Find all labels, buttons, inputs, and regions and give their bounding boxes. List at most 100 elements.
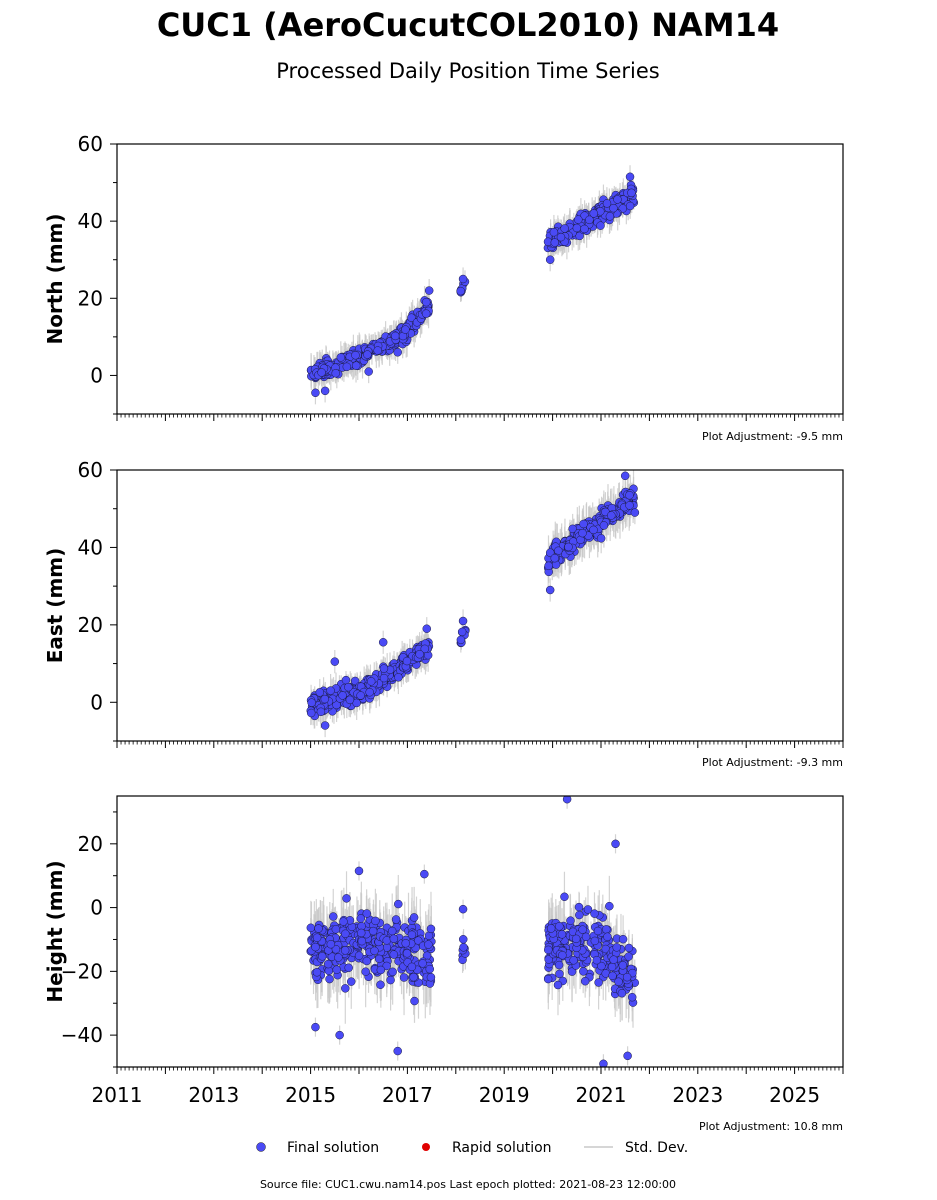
data-point	[589, 525, 598, 535]
data-point	[391, 331, 400, 341]
figure-subtitle: Processed Daily Position Time Series	[276, 59, 660, 83]
data-point	[543, 974, 553, 984]
data-point	[426, 924, 436, 934]
north-ytick-label: 0	[90, 363, 103, 387]
data-point	[571, 934, 581, 944]
data-point	[608, 971, 617, 981]
data-point	[550, 238, 560, 247]
data-point	[583, 905, 593, 914]
legend-rapid-marker	[422, 1143, 430, 1151]
data-point	[312, 933, 322, 942]
x-tick-label: 2019	[479, 1083, 530, 1107]
data-point	[320, 386, 330, 396]
data-point	[389, 950, 399, 959]
north-data	[306, 165, 639, 405]
data-point	[320, 694, 330, 704]
data-point	[315, 688, 325, 697]
data-point	[344, 682, 353, 692]
data-point	[578, 528, 587, 538]
data-point	[550, 553, 560, 563]
data-point	[590, 909, 599, 918]
data-point	[362, 956, 372, 966]
data-point	[354, 866, 364, 876]
data-point	[599, 521, 609, 530]
east-data	[306, 470, 640, 738]
data-point	[544, 561, 553, 571]
data-point	[330, 657, 340, 666]
data-point	[613, 195, 622, 204]
data-point	[314, 924, 323, 933]
data-point	[311, 942, 320, 952]
data-point	[596, 221, 605, 230]
data-point	[345, 695, 355, 705]
data-point	[407, 313, 416, 322]
data-point	[545, 548, 555, 557]
data-point	[422, 624, 432, 633]
data-point	[407, 930, 417, 940]
north-ytick-label: 40	[78, 209, 103, 233]
data-point	[605, 212, 615, 221]
data-point	[612, 943, 621, 952]
data-point	[351, 361, 361, 370]
data-point	[625, 490, 634, 500]
north-points	[306, 172, 639, 398]
data-point	[338, 691, 347, 700]
data-point	[602, 925, 611, 934]
data-point	[307, 698, 316, 707]
data-point	[312, 968, 322, 977]
legend-rapid-label: Rapid solution	[452, 1140, 552, 1156]
data-point	[426, 972, 436, 982]
data-point	[553, 980, 563, 990]
data-point	[373, 346, 382, 355]
data-point	[361, 967, 370, 976]
data-point	[409, 972, 418, 982]
data-point	[341, 675, 351, 685]
data-point	[391, 915, 401, 924]
data-point	[382, 961, 391, 971]
north-ytick-label: 60	[78, 132, 103, 156]
data-point	[356, 928, 366, 938]
data-point	[344, 963, 353, 973]
data-point	[402, 949, 412, 958]
legend-final-label: Final solution	[287, 1140, 379, 1156]
height-ytick-label: −20	[61, 959, 103, 983]
data-point	[407, 962, 417, 972]
data-point	[579, 967, 588, 976]
data-point	[325, 974, 334, 984]
data-point	[457, 627, 467, 637]
data-point	[374, 954, 384, 964]
data-point	[336, 353, 346, 362]
east-ytick-label: 0	[90, 690, 103, 714]
data-point	[316, 707, 326, 717]
height-panel: −40 −20 0 20 2011 2013 2015 2017 2019 2021 2023 202…	[61, 795, 844, 1107]
data-point	[342, 362, 352, 372]
data-point	[630, 508, 640, 517]
data-point	[331, 925, 341, 934]
data-point	[379, 664, 389, 673]
data-point	[418, 959, 427, 968]
north-ytick-label: 20	[78, 286, 103, 310]
data-point	[589, 209, 598, 218]
data-point	[567, 967, 577, 976]
data-point	[410, 996, 419, 1006]
data-point	[365, 687, 374, 697]
data-point	[594, 978, 603, 987]
height-axes-frame	[116, 795, 844, 1068]
data-point	[420, 869, 429, 879]
height-data	[306, 796, 639, 1067]
data-point	[458, 274, 468, 284]
data-point	[592, 955, 602, 965]
data-point	[580, 976, 590, 986]
data-point	[357, 936, 367, 946]
data-point	[420, 644, 430, 654]
height-axis-label: Height (mm)	[43, 860, 67, 1002]
data-point	[306, 708, 316, 718]
x-tick-label: 2015	[285, 1083, 336, 1107]
data-point	[560, 892, 569, 902]
data-point	[618, 961, 628, 970]
data-point	[340, 946, 350, 955]
data-point	[342, 894, 351, 903]
data-point	[456, 286, 465, 296]
data-point	[311, 1022, 320, 1032]
data-point	[346, 977, 356, 986]
